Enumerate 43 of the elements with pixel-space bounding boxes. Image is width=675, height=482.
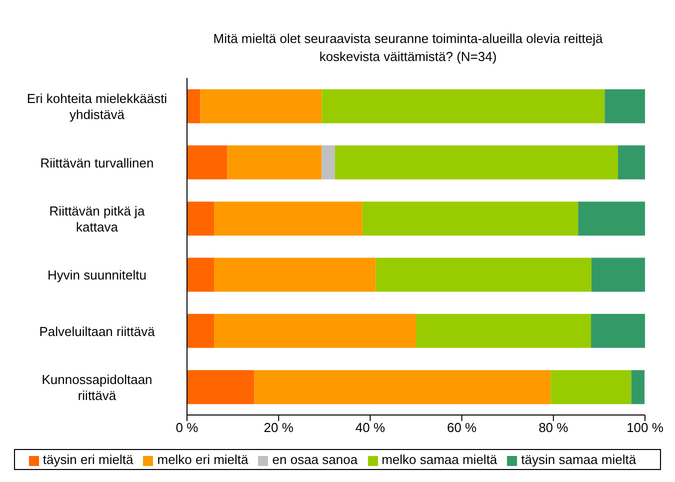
bar	[591, 258, 645, 292]
bar	[187, 370, 254, 404]
bar	[187, 314, 214, 348]
bar	[618, 145, 645, 180]
bar	[376, 258, 592, 292]
bar	[322, 145, 335, 180]
x-tick-label: 0 %	[176, 420, 199, 436]
bar	[604, 89, 645, 124]
bar	[631, 370, 645, 404]
y-tick-label: Kunnossapidoltaan riittävä	[42, 371, 152, 402]
bar	[187, 202, 214, 236]
legend-label: melko samaa mieltä	[382, 452, 498, 467]
y-tick-label: Riittävän pitkä ja kattava	[49, 202, 146, 234]
bar	[187, 89, 200, 124]
legend-label: melko eri mieltä	[157, 452, 248, 467]
x-tick-label: 40 %	[355, 420, 386, 436]
bar	[590, 314, 645, 348]
bar	[362, 202, 578, 236]
x-tick-label: 80 %	[538, 420, 569, 436]
bar	[550, 370, 632, 404]
bar	[334, 145, 618, 180]
bar	[200, 89, 322, 124]
y-tick-label: Hyvin suunniteltu	[48, 267, 146, 282]
x-tick-label: 60 %	[446, 420, 478, 436]
bar	[578, 202, 645, 236]
y-tick-label: Eri kohteita mielekkäästi yhdistävä	[26, 90, 168, 122]
x-tick-label: 20 %	[264, 420, 294, 436]
bar	[187, 145, 228, 180]
bar	[254, 370, 551, 404]
bar	[214, 258, 376, 292]
y-tick-label: Palveluiltaan riittävä	[39, 323, 156, 338]
legend-label: en osaa sanoa	[272, 452, 358, 467]
bar	[214, 202, 362, 236]
chart-title: Mitä mieltä olet seuraavista seuranne toiminta-alueilla olevia reittejä koskevista väittämistä? (N=34)	[212, 30, 604, 66]
legend-label: täysin eri mieltä	[42, 452, 134, 467]
x-tick-label: 100 %	[626, 420, 664, 436]
bar	[227, 145, 322, 180]
legend-label: täysin samaa mieltä	[521, 452, 636, 467]
bar	[322, 89, 605, 124]
bar	[416, 314, 591, 348]
bar	[187, 258, 214, 292]
y-tick-label: Riittävän turvallinen	[40, 154, 154, 170]
bar	[214, 314, 416, 348]
